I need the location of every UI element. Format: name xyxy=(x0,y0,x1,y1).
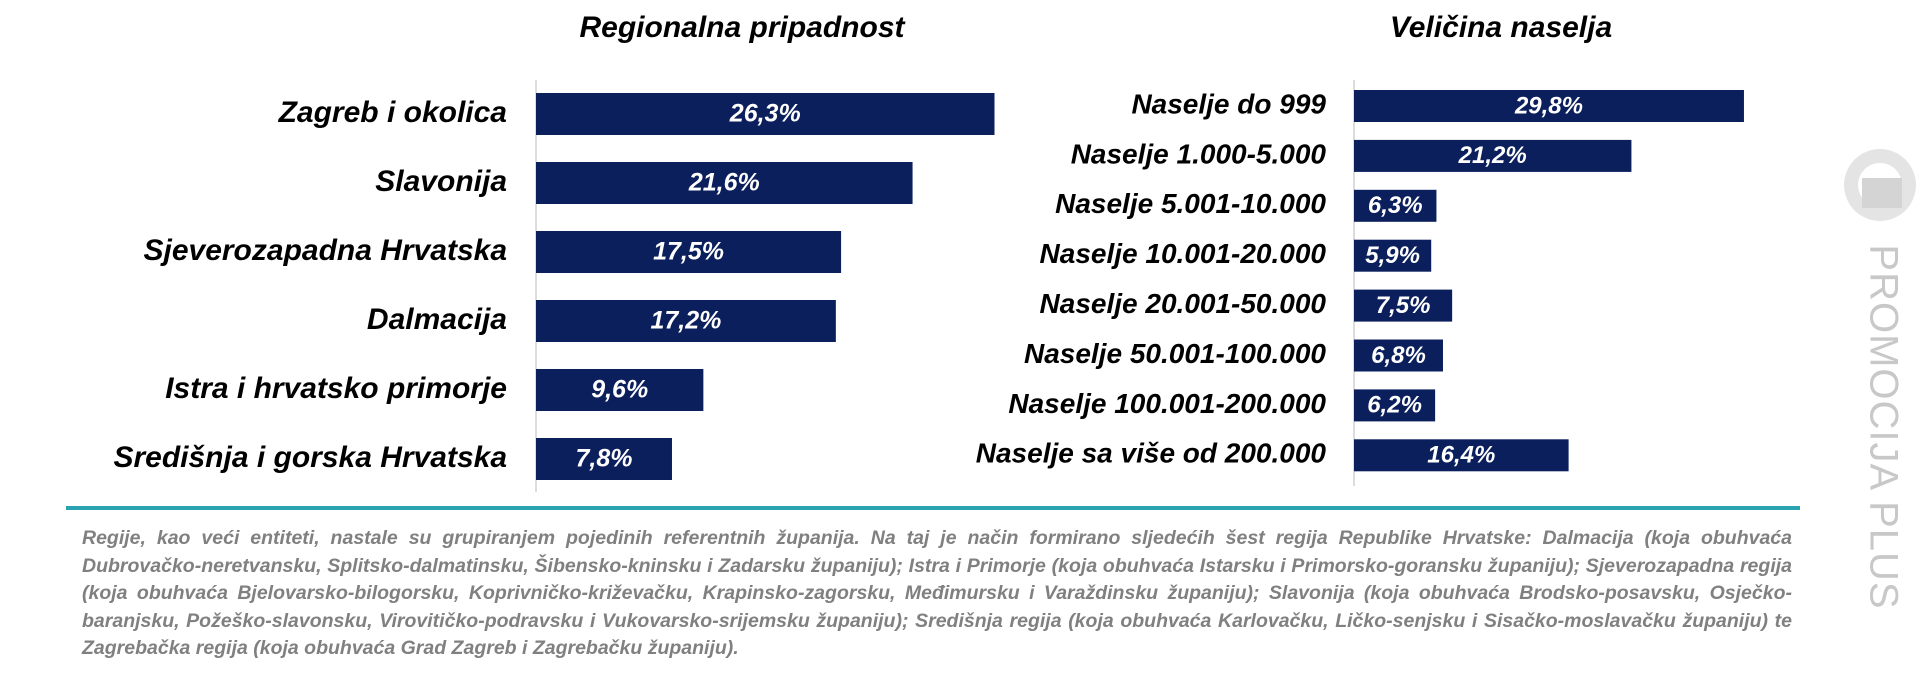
bar xyxy=(1354,90,1744,122)
value-label: 5,9% xyxy=(1365,242,1420,269)
category-label: Dalmacija xyxy=(367,303,507,336)
value-label: 21,6% xyxy=(688,169,760,197)
category-label: Istra i hrvatsko primorje xyxy=(165,372,507,405)
logo-icon xyxy=(1844,149,1916,221)
value-label: 17,2% xyxy=(650,307,721,335)
value-label: 16,4% xyxy=(1427,442,1495,469)
value-label: 9,6% xyxy=(591,376,648,404)
bar xyxy=(1354,389,1436,422)
category-label: Naselje 10.001-20.000 xyxy=(1040,238,1327,269)
value-label: 21,2% xyxy=(1458,142,1527,169)
category-label: Naselje 1.000-5.000 xyxy=(1071,138,1327,169)
bar xyxy=(1354,339,1443,372)
logo: PROMOCIJA PLUS xyxy=(1858,244,1908,609)
value-label: 7,5% xyxy=(1376,292,1431,319)
value-label: 6,2% xyxy=(1367,392,1422,419)
category-label: Sjeverozapadna Hrvatska xyxy=(143,234,507,267)
bar xyxy=(536,93,995,135)
bar xyxy=(1354,189,1437,222)
bar xyxy=(536,369,704,411)
category-label: Naselje 20.001-50.000 xyxy=(1040,288,1327,319)
value-label: 7,8% xyxy=(575,445,632,473)
category-label: Zagreb i okolica xyxy=(278,96,507,129)
bar xyxy=(536,300,836,342)
logo-text: PROMOCIJA PLUS xyxy=(1861,244,1906,610)
category-label: Naselje do 999 xyxy=(1131,88,1326,119)
bar xyxy=(1354,439,1569,472)
category-label: Naselje 100.001-200.000 xyxy=(1008,388,1326,419)
value-label: 6,8% xyxy=(1371,342,1426,369)
bar xyxy=(1354,289,1453,322)
value-label: 6,3% xyxy=(1368,192,1423,219)
bar xyxy=(1354,139,1632,172)
value-label: 29,8% xyxy=(1514,92,1583,119)
category-label: Naselje 5.001-10.000 xyxy=(1055,188,1326,219)
chart-title: Regionalna pripadnost xyxy=(579,11,906,44)
category-label: Naselje sa više od 200.000 xyxy=(976,438,1327,469)
bar xyxy=(1354,239,1432,272)
chart-title: Veličina naselja xyxy=(1390,11,1612,44)
value-label: 17,5% xyxy=(653,238,724,266)
bar xyxy=(536,438,672,480)
category-label: Središnja i gorska Hrvatska xyxy=(113,441,507,474)
footnote: Regije, kao veći entiteti, nastale su gr… xyxy=(82,527,1792,660)
bar xyxy=(536,231,842,273)
category-label: Slavonija xyxy=(375,165,507,198)
bar xyxy=(536,162,913,204)
value-label: 26,3% xyxy=(729,100,801,128)
category-label: Naselje 50.001-100.000 xyxy=(1024,338,1326,369)
